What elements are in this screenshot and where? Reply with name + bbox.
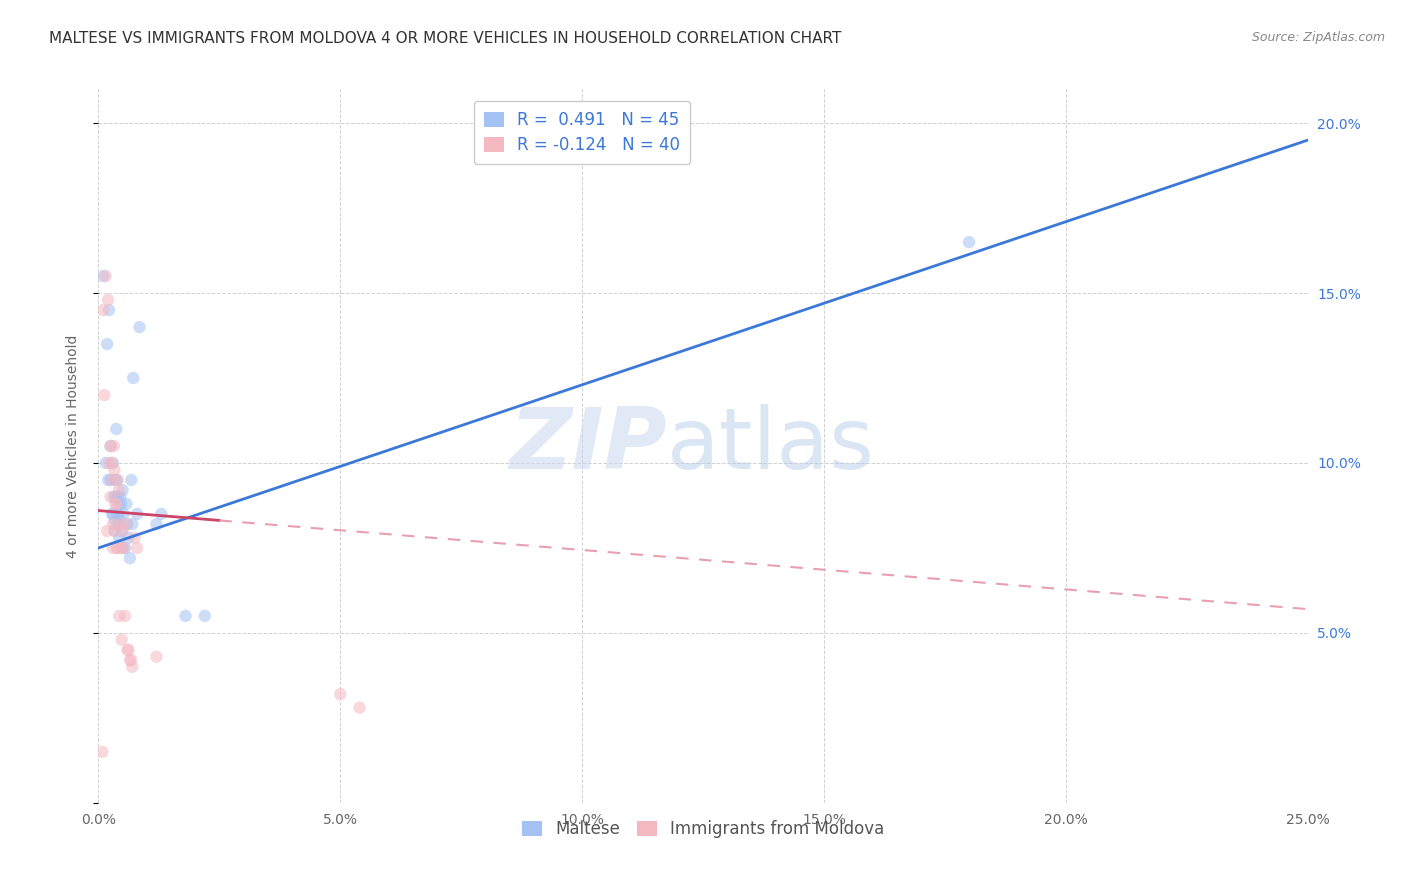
Point — [105, 473, 128, 487]
Point — [121, 660, 143, 674]
Point — [105, 497, 128, 511]
Point — [111, 483, 134, 498]
Point — [103, 463, 125, 477]
Point — [101, 456, 124, 470]
Point — [103, 490, 125, 504]
Point — [122, 371, 145, 385]
Point — [91, 745, 114, 759]
Point — [105, 422, 128, 436]
Point — [111, 524, 134, 538]
Point — [101, 456, 124, 470]
Point — [101, 517, 124, 532]
Point — [117, 531, 139, 545]
Point — [107, 497, 129, 511]
Point — [103, 439, 125, 453]
Point — [112, 507, 135, 521]
Point — [108, 531, 131, 545]
Point — [120, 653, 142, 667]
Point — [120, 473, 142, 487]
Point — [118, 551, 141, 566]
Point — [100, 439, 122, 453]
Point — [94, 269, 117, 284]
Text: Source: ZipAtlas.com: Source: ZipAtlas.com — [1251, 31, 1385, 45]
Point — [115, 497, 138, 511]
Point — [97, 473, 120, 487]
Point — [114, 608, 136, 623]
Point — [94, 456, 117, 470]
Point — [174, 608, 197, 623]
Point — [108, 514, 131, 528]
Point — [145, 517, 167, 532]
Point — [329, 687, 352, 701]
Point — [101, 473, 124, 487]
Point — [121, 517, 143, 532]
Point — [150, 507, 173, 521]
Point — [107, 517, 129, 532]
Point — [112, 541, 135, 555]
Point — [104, 473, 127, 487]
Point — [114, 541, 136, 555]
Point — [101, 541, 124, 555]
Point — [108, 507, 131, 521]
Point — [98, 303, 121, 318]
Point — [117, 517, 139, 532]
Point — [127, 507, 149, 521]
Point — [104, 497, 127, 511]
Point — [111, 632, 134, 647]
Point — [124, 531, 146, 545]
Point — [115, 517, 138, 532]
Point — [103, 524, 125, 538]
Point — [110, 541, 132, 555]
Point — [91, 269, 114, 284]
Point — [111, 524, 134, 538]
Point — [107, 541, 129, 555]
Point — [108, 608, 131, 623]
Point — [194, 608, 217, 623]
Point — [97, 293, 120, 307]
Point — [117, 643, 139, 657]
Point — [98, 456, 121, 470]
Point — [107, 490, 129, 504]
Point — [100, 439, 122, 453]
Point — [107, 483, 129, 498]
Y-axis label: 4 or more Vehicles in Household: 4 or more Vehicles in Household — [66, 334, 80, 558]
Point — [957, 235, 980, 249]
Point — [96, 337, 118, 351]
Text: MALTESE VS IMMIGRANTS FROM MOLDOVA 4 OR MORE VEHICLES IN HOUSEHOLD CORRELATION C: MALTESE VS IMMIGRANTS FROM MOLDOVA 4 OR … — [49, 31, 842, 46]
Point — [118, 653, 141, 667]
Point — [145, 649, 167, 664]
Text: ZIP: ZIP — [509, 404, 666, 488]
Point — [101, 507, 124, 521]
Text: atlas: atlas — [666, 404, 875, 488]
Point — [111, 541, 134, 555]
Point — [104, 514, 127, 528]
Point — [93, 388, 115, 402]
Point — [128, 320, 150, 334]
Legend: Maltese, Immigrants from Moldova: Maltese, Immigrants from Moldova — [512, 810, 894, 848]
Point — [100, 473, 122, 487]
Point — [104, 490, 127, 504]
Point — [91, 303, 114, 318]
Point — [101, 507, 124, 521]
Point — [105, 507, 128, 521]
Point — [108, 517, 131, 532]
Point — [349, 700, 371, 714]
Point — [104, 524, 127, 538]
Point — [100, 490, 122, 504]
Point — [96, 524, 118, 538]
Point — [110, 497, 132, 511]
Point — [105, 541, 128, 555]
Point — [108, 490, 131, 504]
Point — [117, 643, 139, 657]
Point — [107, 473, 129, 487]
Point — [127, 541, 149, 555]
